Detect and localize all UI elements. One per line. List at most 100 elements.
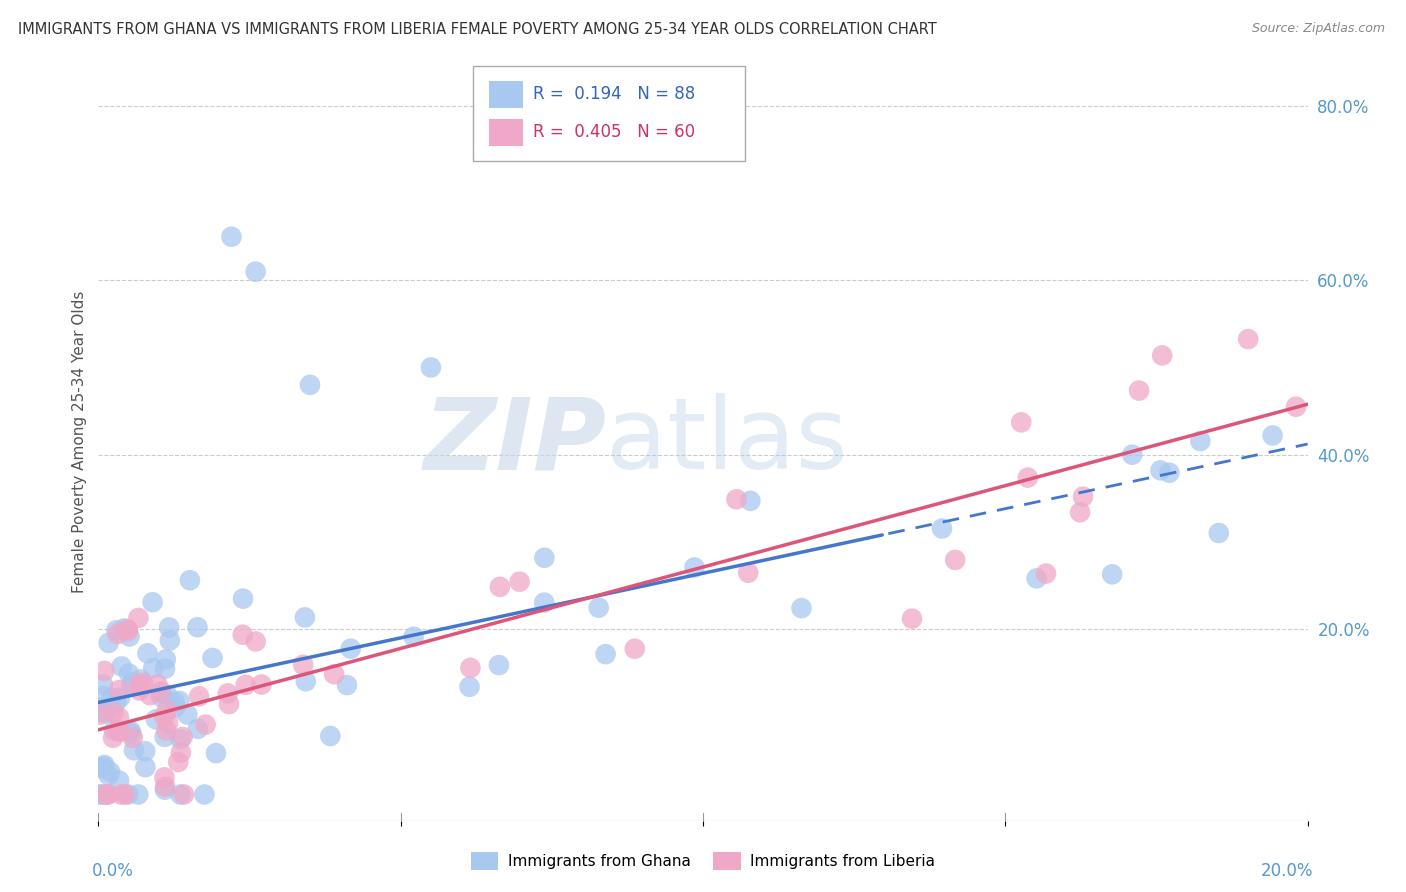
Point [98,764,121,779]
Point [93,664,115,678]
Point [167,755,190,769]
Point [136,646,159,660]
Point [420,360,443,375]
Point [299,377,322,392]
Point [221,229,243,244]
Point [901,612,924,626]
Point [193,788,215,802]
Point [245,634,267,648]
Point [93,706,115,720]
Point [111,659,134,673]
Point [533,550,555,565]
Text: 20.0%: 20.0% [1261,863,1313,880]
Point [1159,466,1181,480]
Point [153,782,176,797]
Text: 0.0%: 0.0% [93,863,134,880]
Bar [489,81,523,108]
Point [90,761,112,775]
Point [319,729,342,743]
Point [100,691,122,706]
Point [218,697,240,711]
Point [91,677,114,691]
Point [187,722,209,736]
Point [145,712,167,726]
Point [509,574,531,589]
Point [103,723,125,738]
Point [201,651,224,665]
Point [740,493,762,508]
Point [1152,348,1174,362]
Point [790,601,813,615]
Point [402,630,425,644]
Point [931,522,953,536]
Point [153,662,176,676]
Y-axis label: Female Poverty Among 25-34 Year Olds: Female Poverty Among 25-34 Year Olds [72,291,87,592]
Point [163,700,186,714]
Point [118,630,141,644]
Point [294,674,316,689]
Point [120,726,142,740]
Point [108,690,131,705]
Point [460,661,482,675]
Point [159,633,181,648]
Point [179,573,201,587]
Point [90,788,112,802]
Point [169,694,191,708]
Point [1010,415,1032,429]
Point [103,706,125,720]
Point [624,641,647,656]
Point [90,788,112,802]
Point [336,678,359,692]
Point [87,701,110,715]
Point [91,689,114,703]
Point [489,580,512,594]
Point [217,686,239,700]
Point [89,707,111,722]
Point [117,622,139,636]
Point [134,760,156,774]
Point [114,788,136,802]
Point [250,677,273,691]
Point [132,676,155,690]
Point [533,596,555,610]
Point [156,688,179,702]
Point [292,657,315,672]
Point [232,628,254,642]
Point [339,641,361,656]
Bar [489,120,523,145]
Point [205,746,228,760]
Point [97,636,120,650]
Text: R =  0.194   N = 88: R = 0.194 N = 88 [533,86,695,103]
Point [725,492,748,507]
Point [105,624,128,638]
Point [127,611,149,625]
Point [97,788,120,802]
Text: Source: ZipAtlas.com: Source: ZipAtlas.com [1251,22,1385,36]
Point [1237,332,1260,346]
Text: ZIP: ZIP [423,393,606,490]
Point [1035,566,1057,581]
Point [118,666,141,681]
Point [194,717,217,731]
Point [1069,505,1091,519]
Point [1285,400,1308,414]
Point [1071,490,1094,504]
Point [588,600,610,615]
Point [1149,463,1171,477]
Text: atlas: atlas [606,393,848,490]
Point [153,780,176,794]
Point [155,723,177,738]
Point [128,683,150,698]
Point [94,788,117,802]
Point [146,677,169,691]
Point [142,595,165,609]
Point [112,622,135,636]
Point [235,678,257,692]
FancyBboxPatch shape [474,66,745,161]
Point [153,771,176,785]
Point [107,723,129,738]
Point [188,690,211,704]
Point [458,680,481,694]
Point [163,695,186,709]
Point [121,731,143,745]
